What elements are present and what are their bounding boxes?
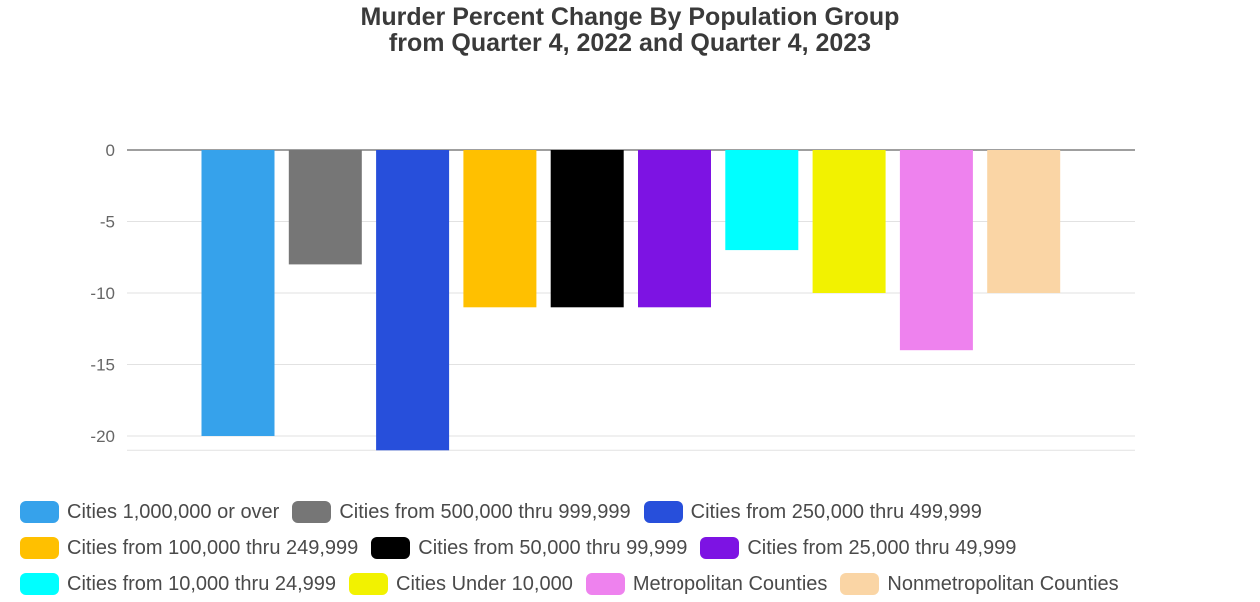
legend-swatch	[700, 537, 740, 559]
legend-swatch	[371, 537, 411, 559]
legend-swatch	[292, 501, 332, 523]
y-tick-label: -15	[90, 356, 115, 375]
legend-row: Cities 1,000,000 or over Cities from 500,…	[20, 494, 1255, 530]
y-tick-label: -20	[90, 427, 115, 446]
legend-label: Metropolitan Counties	[632, 572, 828, 595]
bar[interactable]	[376, 150, 450, 451]
legend-row: Cities from 10,000 thru 24,999 Cities Und…	[20, 566, 1255, 602]
legend-label: Cities from 10,000 thru 24,999	[67, 572, 337, 595]
y-tick-label: -5	[100, 213, 115, 232]
bar[interactable]	[201, 150, 275, 436]
y-tick-label: -10	[90, 284, 115, 303]
legend-label: Nonmetropolitan Counties	[887, 572, 1119, 595]
legend-label: Cities from 50,000 thru 99,999	[418, 536, 688, 559]
legend-swatch	[20, 501, 59, 523]
legend-swatch	[20, 573, 59, 595]
y-axis: 0 -5 -10 -15 -20	[90, 141, 115, 446]
chart-title-line-2: from Quarter 4, 2022 and Quarter 4, 2023	[388, 29, 872, 57]
legend-swatch	[840, 573, 880, 595]
legend-swatch	[585, 573, 625, 595]
legend-row: Cities from 100,000 thru 249,999 Cities f…	[20, 530, 1255, 566]
legend-item[interactable]: Cities from 250,000 thru 499,999	[643, 500, 982, 524]
legend-item[interactable]: Metropolitan Counties	[585, 572, 828, 596]
legend-label: Cities Under 10,000	[396, 572, 573, 595]
bar[interactable]	[288, 150, 362, 265]
legend-item[interactable]: Cities from 10,000 thru 24,999	[20, 573, 336, 596]
bar[interactable]	[899, 150, 973, 351]
y-tick-label: 0	[106, 141, 115, 160]
legend-item[interactable]: Nonmetropolitan Counties	[840, 572, 1119, 596]
legend-item[interactable]: Cities from 25,000 thru 49,999	[700, 537, 1016, 560]
legend-swatch	[349, 573, 389, 595]
legend-item[interactable]: Cities Under 10,000	[349, 573, 573, 596]
chart-title-line-1: Murder Percent Change By Population Grou…	[360, 3, 900, 31]
legend-label: Cities from 25,000 thru 49,999	[747, 536, 1017, 559]
bar[interactable]	[463, 150, 537, 308]
bar[interactable]	[725, 150, 799, 251]
legend-item[interactable]: Cities from 500,000 thru 999,999	[292, 500, 631, 524]
legend-item[interactable]: Cities from 50,000 thru 99,999	[371, 537, 687, 560]
bar[interactable]	[638, 150, 711, 308]
legend-label: Cities from 100,000 thru 249,999	[67, 536, 359, 559]
legend-item[interactable]: Cities 1,000,000 or over	[20, 501, 279, 524]
bars	[201, 150, 1061, 451]
bar[interactable]	[550, 150, 624, 308]
bar-chart-plot: 0 -5 -10 -15 -20	[90, 141, 1135, 451]
legend-label: Cities from 250,000 thru 499,999	[690, 500, 982, 523]
legend-label: Cities 1,000,000 or over	[67, 500, 280, 523]
legend-swatch	[20, 537, 59, 559]
legend-item[interactable]: Cities from 100,000 thru 249,999	[20, 537, 358, 560]
legend: Cities 1,000,000 or over Cities from 500,…	[20, 494, 1255, 602]
bar[interactable]	[812, 150, 886, 293]
chart-title: Murder Percent Change By Population Grou…	[0, 4, 1260, 56]
gridlines	[127, 149, 1135, 451]
legend-swatch	[643, 501, 683, 523]
legend-label: Cities from 500,000 thru 999,999	[339, 500, 631, 523]
bar[interactable]	[987, 150, 1061, 293]
